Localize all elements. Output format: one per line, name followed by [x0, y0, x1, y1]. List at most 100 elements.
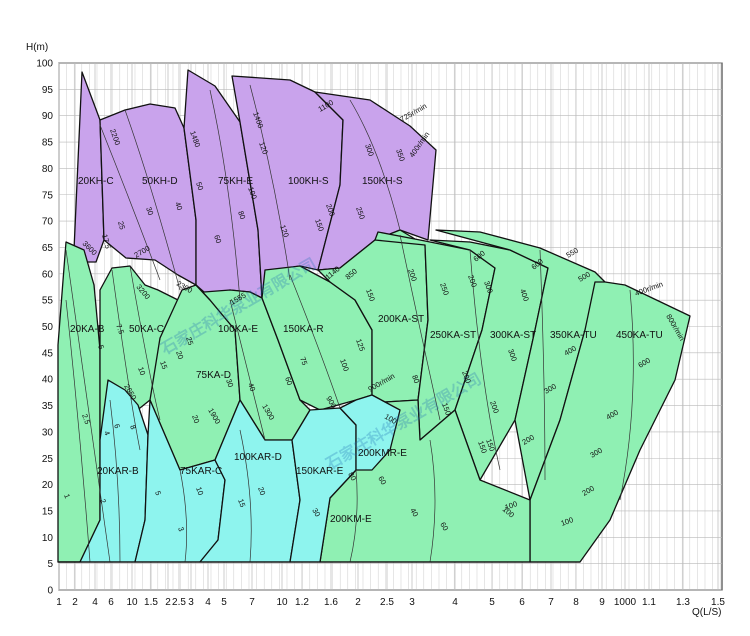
- label-20kh-c: 20KH-C: [78, 176, 114, 187]
- curve: [249, 84, 291, 281]
- curve-label: 60: [376, 475, 388, 487]
- label-20kar-b: 20KAR-B: [97, 466, 139, 477]
- label-450ka-tu: 450KA-TU: [616, 330, 663, 341]
- curve: [399, 234, 441, 421]
- label-350ka-tu: 350KA-TU: [550, 330, 597, 341]
- label-150kh-s: 150KH-S: [362, 176, 403, 187]
- curve: [209, 89, 241, 301]
- curve-label: 350: [394, 148, 407, 163]
- y-tick-label: 100: [36, 59, 53, 70]
- y-tick-label: 60: [42, 269, 54, 280]
- y-tick-label: 5: [47, 559, 53, 570]
- curve-label: 250: [354, 206, 367, 221]
- x-tick-label: 2: [165, 597, 171, 608]
- curve-label: 200: [466, 274, 479, 289]
- x-tick-label: 1.3: [676, 597, 690, 608]
- curve: [239, 429, 252, 563]
- label-50ka-c: 50KA-C: [129, 324, 164, 335]
- curve: [99, 124, 161, 281]
- curve: [65, 299, 91, 563]
- curve: [111, 269, 141, 451]
- x-tick-label: 6: [519, 597, 525, 608]
- curve: [229, 299, 266, 441]
- x-tick-label: 2: [72, 597, 78, 608]
- x-tick-label: 1: [56, 597, 62, 608]
- curve: [124, 109, 181, 291]
- curve-label: 200: [488, 400, 501, 415]
- curve-label: 100: [338, 358, 351, 373]
- x-tick-label: 5: [489, 597, 495, 608]
- x-tick-label: 6: [108, 597, 114, 608]
- y-tick-label: 85: [42, 138, 54, 149]
- curve: [539, 249, 546, 481]
- curve-label: 50: [194, 181, 205, 192]
- x-tick-label: 1000: [614, 597, 637, 608]
- label-200ka-st: 200KA-ST: [378, 314, 424, 325]
- x-axis-label: Q(L/S): [692, 607, 721, 618]
- label-75kar-c: 75KAR-C: [180, 466, 222, 477]
- x-tick-label: 2.5: [172, 597, 186, 608]
- label-200kmr-e: 200KMR-E: [358, 448, 407, 459]
- curve-label: 60: [283, 376, 294, 387]
- curve-label: 60: [212, 234, 223, 245]
- label-250ka-st: 250KA-ST: [430, 330, 476, 341]
- x-tick-label: 5: [221, 597, 227, 608]
- label-20ka-b: 20KA-B: [70, 324, 105, 335]
- curve: [65, 249, 111, 563]
- y-tick-label: 45: [42, 348, 54, 359]
- curve-label: 80: [346, 471, 358, 483]
- curve-label: 100: [560, 515, 575, 528]
- y-tick-label: 70: [42, 217, 54, 228]
- y-tick-label: 90: [42, 111, 54, 122]
- region-150kh-s: [314, 91, 437, 271]
- curve-label: 120: [278, 224, 291, 239]
- curve-label: 10: [136, 366, 147, 377]
- regions: [57, 69, 691, 563]
- curve-label: 30: [310, 507, 322, 519]
- curve-label: 125: [354, 338, 367, 353]
- curve-label: 250: [438, 282, 451, 297]
- curve-label: 2: [98, 498, 108, 505]
- curve-label: 100: [246, 186, 259, 201]
- curve: [129, 265, 161, 421]
- curve-label: 20: [190, 414, 201, 425]
- x-tick-label: 4: [92, 597, 98, 608]
- curve-label: 200: [324, 203, 337, 218]
- x-tick-label: 3: [409, 597, 415, 608]
- y-ticks: 1009590858075706560555045403530252015105…: [36, 59, 53, 597]
- curve-label: 5: [153, 490, 163, 497]
- label-200km-e: 200KM-E: [330, 514, 372, 525]
- curve-label: 1: [62, 493, 72, 500]
- curve-label: 300: [363, 143, 376, 158]
- y-tick-label: 25: [42, 454, 54, 465]
- y-tick-label: 80: [42, 164, 54, 175]
- curve-label: 20: [174, 350, 185, 361]
- curve: [429, 439, 436, 563]
- curve-label: 40: [173, 201, 184, 212]
- region-20ka-b: [57, 241, 101, 563]
- x-tick-label: 4: [452, 597, 458, 608]
- region-labels: 20KH-C 50KH-D 75KH-E 100KH-S 150KH-S 20K…: [70, 176, 663, 525]
- y-tick-label: 30: [42, 427, 54, 438]
- curve-label: 300: [482, 280, 495, 295]
- label-100ka-e: 100KA-E: [218, 324, 258, 335]
- curve-label: 120: [257, 141, 270, 156]
- curve-label: 200: [460, 370, 473, 385]
- curve-label: 8: [128, 424, 138, 431]
- x-tick-label: 10: [126, 597, 138, 608]
- x-tick-label: 2: [355, 597, 361, 608]
- internal-curves: [65, 84, 634, 563]
- y-tick-label: 10: [42, 533, 54, 544]
- y-tick-label: 55: [42, 296, 54, 307]
- curve-label: 400: [518, 288, 531, 303]
- label-150kar-e: 150KAR-E: [296, 466, 344, 477]
- y-tick-label: 40: [42, 375, 54, 386]
- x-tick-label: 1.2: [295, 597, 309, 608]
- curve: [349, 99, 401, 231]
- x-tick-label: 1.6: [324, 597, 338, 608]
- curve-label: 40: [246, 382, 257, 393]
- curve-label: 15: [158, 360, 169, 371]
- x-tick-label: 2.5: [380, 597, 394, 608]
- y-tick-label: 50: [42, 322, 54, 333]
